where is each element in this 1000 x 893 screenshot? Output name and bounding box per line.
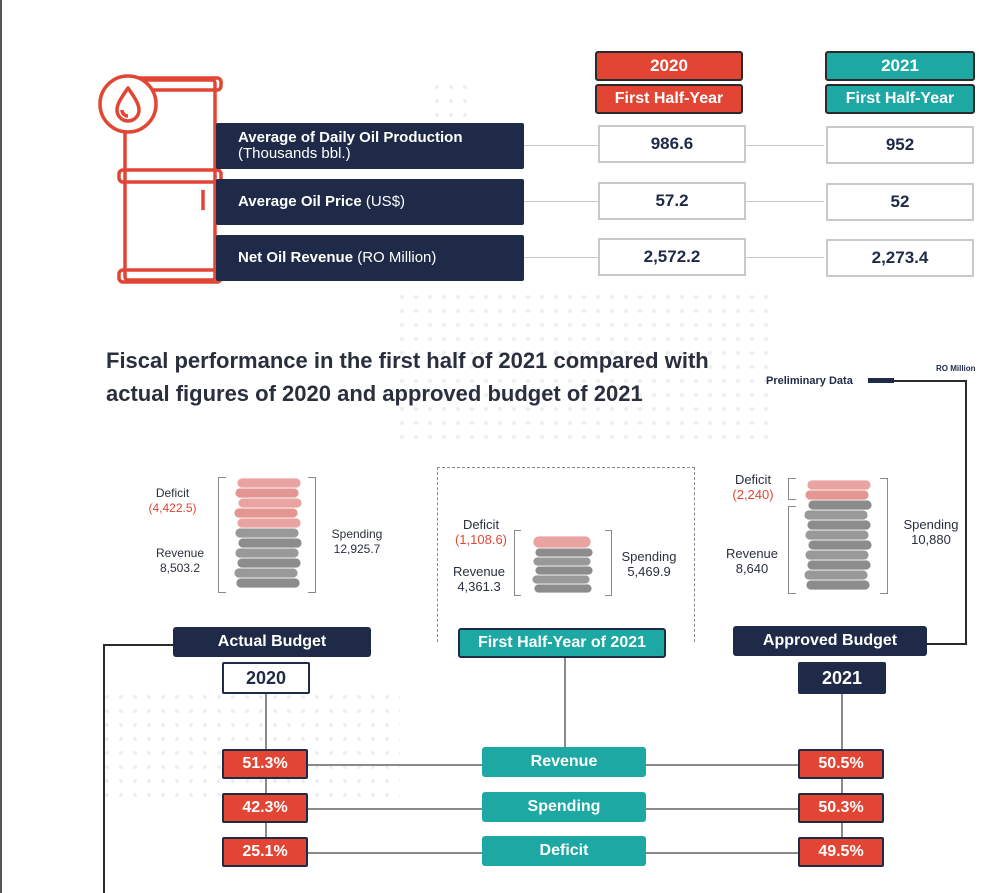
- unit-label: RO Million: [936, 364, 976, 373]
- row-label-bold: Average of Daily Oil Production: [238, 129, 463, 146]
- period-2021-header: First Half-Year: [825, 84, 975, 114]
- half-spending: Spending 5,469.9: [614, 549, 684, 579]
- spending-value: 12,925.7: [333, 542, 381, 556]
- year-2021-header: 2021: [825, 51, 975, 81]
- connector-line: [103, 644, 175, 646]
- first-half-frame: [437, 467, 695, 642]
- left-brace: [514, 530, 521, 596]
- period-2020-header: First Half-Year: [595, 84, 743, 114]
- metric-revenue: Revenue: [482, 747, 646, 777]
- dot-pattern: [100, 690, 400, 800]
- left-brace: [218, 477, 226, 593]
- row-label-bold: Average Oil Price: [238, 193, 362, 210]
- value-2021-oil-production: 952: [826, 126, 974, 164]
- left-border: [0, 0, 2, 893]
- row-label-bold: Net Oil Revenue: [238, 249, 354, 266]
- revenue-label: Revenue: [452, 564, 506, 579]
- row-label-unit: (RO Million): [353, 249, 437, 266]
- fiscal-title-line1: Fiscal performance in the first half of …: [106, 348, 709, 373]
- row-label-oil-price: Average Oil Price (US$): [216, 179, 524, 225]
- left-brace: [788, 506, 796, 594]
- right-brace: [880, 478, 888, 594]
- value-2020-net-oil-revenue: 2,572.2: [598, 238, 746, 276]
- year-2020-header: 2020: [595, 51, 743, 81]
- spending-value: 10,880: [911, 532, 951, 547]
- deficit-label: Deficit: [734, 472, 772, 487]
- half-deficit: Deficit (1,108.6): [446, 517, 516, 547]
- fiscal-title-line2: actual figures of 2020 and approved budg…: [106, 381, 643, 406]
- value-2020-oil-production: 986.6: [598, 125, 746, 163]
- row-label-unit: (US$): [361, 193, 406, 210]
- deficit-label: Deficit: [462, 517, 500, 532]
- row-label-unit: (Thousands bbl.): [238, 145, 351, 162]
- revenue-value: 8,640: [735, 561, 769, 576]
- coin-stack-icon: [803, 479, 873, 591]
- actual-budget-year: 2020: [222, 662, 310, 694]
- actual-deficit: Deficit (4,422.5): [140, 486, 205, 516]
- connector-line: [103, 644, 105, 893]
- spending-label: Spending: [621, 549, 677, 564]
- value-2020-oil-price: 57.2: [598, 182, 746, 220]
- spending-value: 5,469.9: [627, 564, 671, 579]
- revenue-label: Revenue: [725, 546, 779, 561]
- actual-spending: Spending 12,925.7: [322, 527, 392, 557]
- pct-spending-2020: 42.3%: [222, 793, 308, 823]
- approved-deficit: Deficit (2,240): [722, 472, 784, 502]
- metric-deficit: Deficit: [482, 836, 646, 866]
- spending-label: Spending: [331, 527, 383, 541]
- oil-barrel-icon: [95, 60, 225, 290]
- approved-spending: Spending 10,880: [894, 517, 968, 547]
- half-revenue: Revenue 4,361.3: [444, 564, 514, 594]
- pct-deficit-2020: 25.1%: [222, 837, 308, 867]
- value-2021-net-oil-revenue: 2,273.4: [826, 239, 974, 277]
- pct-spending-2021: 50.3%: [798, 793, 884, 823]
- left-brace: [788, 478, 796, 500]
- preliminary-data-label: Preliminary Data: [766, 375, 853, 387]
- right-brace: [308, 477, 316, 593]
- pct-revenue-2020: 51.3%: [222, 749, 308, 779]
- metric-spending: Spending: [482, 792, 646, 822]
- approved-budget-label: Approved Budget: [733, 626, 927, 656]
- pct-deficit-2021: 49.5%: [798, 837, 884, 867]
- revenue-label: Revenue: [155, 546, 205, 560]
- dot-pattern: [395, 290, 775, 440]
- deficit-label: Deficit: [155, 486, 190, 500]
- deficit-value: (2,240): [732, 487, 774, 502]
- revenue-value: 8,503.2: [159, 561, 201, 575]
- row-label-net-oil-revenue: Net Oil Revenue (RO Million): [216, 235, 524, 281]
- connector-line: [894, 380, 966, 382]
- actual-budget-label: Actual Budget: [173, 627, 371, 657]
- spending-label: Spending: [903, 517, 959, 532]
- dot-pattern: [430, 80, 470, 120]
- actual-revenue: Revenue 8,503.2: [140, 546, 220, 576]
- row-label-oil-production: Average of Daily Oil Production (Thousan…: [216, 123, 524, 169]
- value-2021-oil-price: 52: [826, 183, 974, 221]
- deficit-value: (1,108.6): [454, 532, 508, 547]
- approved-budget-year: 2021: [798, 662, 886, 694]
- deficit-value: (4,422.5): [148, 501, 197, 515]
- revenue-value: 4,361.3: [457, 579, 501, 594]
- first-half-label: First Half-Year of 2021: [458, 628, 666, 658]
- right-brace: [605, 530, 612, 596]
- coin-stack-icon: [233, 477, 303, 589]
- coin-stack-icon: [531, 535, 594, 594]
- fiscal-title: Fiscal performance in the first half of …: [106, 344, 746, 410]
- connector-line: [564, 658, 566, 748]
- pct-revenue-2021: 50.5%: [798, 749, 884, 779]
- approved-revenue: Revenue 8,640: [718, 546, 786, 576]
- connector-line: [927, 643, 967, 645]
- preliminary-legend-bar: [868, 378, 894, 383]
- connector-line: [965, 380, 967, 644]
